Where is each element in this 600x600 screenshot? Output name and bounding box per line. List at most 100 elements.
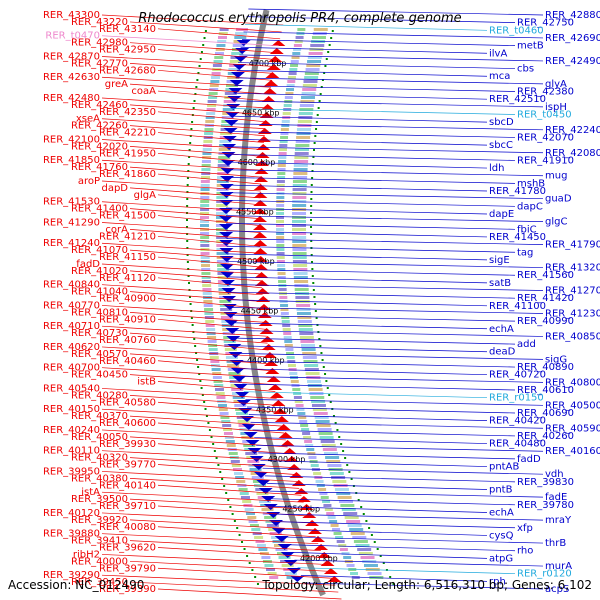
feature-block (228, 68, 241, 71)
feature-block (200, 200, 210, 203)
feature-block (304, 440, 313, 443)
feature-block (295, 140, 310, 143)
feature-block (282, 324, 291, 327)
feature-block (296, 32, 305, 35)
feature-block (208, 96, 218, 99)
forward-gene-arrow (254, 272, 269, 278)
marker-dot (238, 534, 241, 536)
left-gene-label: RER_40140 (99, 480, 156, 491)
feature-block (327, 464, 342, 467)
feature-block (292, 228, 307, 231)
left-label-connector (101, 305, 265, 316)
right-gene-label: xfp (517, 523, 533, 534)
feature-block (290, 60, 299, 63)
feature-block (202, 292, 212, 295)
right-label-connector (274, 506, 488, 513)
feature-block (290, 64, 299, 67)
feature-block (242, 500, 252, 503)
feature-block (244, 508, 254, 511)
reverse-gene-arrow (232, 64, 247, 70)
left-label-connector (101, 471, 298, 482)
left-label-connector (129, 229, 261, 240)
feature-block (209, 88, 219, 91)
feature-block (204, 312, 214, 315)
marker-dot (323, 72, 326, 74)
left-gene-label: RER_39410 (71, 536, 128, 547)
reverse-gene-arrow (277, 544, 292, 550)
feature-block (302, 88, 317, 91)
marker-dot (193, 338, 196, 340)
feature-block (205, 116, 215, 119)
feature-block (204, 132, 214, 135)
feature-block (307, 56, 322, 59)
accession-text: Accession: NC_012490 (8, 578, 145, 592)
forward-gene-arrow (260, 104, 275, 110)
feature-block (276, 252, 285, 255)
feature-block (336, 540, 345, 543)
feature-block (286, 84, 295, 87)
feature-block (317, 428, 332, 431)
marker-dot (251, 569, 254, 571)
feature-block (312, 408, 327, 411)
marker-dot (187, 170, 190, 172)
feature-block (298, 324, 313, 327)
marker-dot (189, 296, 192, 298)
feature-block (299, 332, 314, 335)
feature-block (287, 364, 296, 367)
right-label-connector (227, 268, 516, 276)
feature-block (292, 260, 307, 263)
marker-dot (362, 513, 365, 515)
left-label-connector (101, 97, 269, 109)
feature-block (201, 168, 211, 171)
right-label-connector (226, 230, 488, 238)
feature-block (293, 176, 308, 179)
feature-block (227, 364, 240, 367)
right-label-connector (231, 307, 544, 314)
feature-block (299, 108, 314, 111)
feature-block (267, 572, 277, 575)
feature-block (300, 424, 309, 427)
left-gene-label: RER_41020 (71, 266, 128, 277)
marker-dot (196, 79, 199, 81)
right-gene-label: RER_42380 (517, 87, 574, 98)
right-label-connector (297, 567, 516, 575)
feature-block (297, 412, 306, 415)
left-label-connector (129, 457, 294, 468)
left-gene-label: RER_41400 (71, 204, 128, 215)
feature-block (310, 44, 325, 47)
feature-block (201, 268, 211, 271)
feature-block (219, 28, 229, 31)
right-label-connector (228, 146, 544, 154)
marker-dot (191, 121, 194, 123)
right-label-connector (239, 54, 544, 62)
feature-block (251, 528, 261, 531)
marker-dot (318, 338, 321, 340)
feature-block (216, 44, 226, 47)
right-label-connector (228, 284, 544, 291)
feature-block (305, 444, 314, 447)
left-gene-label: RER_43300 (43, 10, 100, 21)
feature-block (292, 224, 307, 227)
left-label-connector (101, 450, 292, 462)
forward-gene-arrow (314, 544, 329, 550)
feature-block (252, 532, 262, 535)
feature-block (332, 480, 347, 483)
feature-block (357, 548, 372, 551)
feature-block (337, 496, 352, 499)
right-label-connector (250, 421, 544, 429)
feature-block (276, 260, 285, 263)
feature-block (224, 92, 237, 95)
reverse-gene-arrow (219, 216, 234, 222)
left-gene-label: RER_40600 (99, 418, 156, 429)
left-gene-label: RER_39450 (71, 577, 128, 588)
left-label-connector (129, 104, 268, 116)
left-gene-label: RER_39500 (71, 494, 128, 505)
forward-gene-arrow (253, 192, 268, 198)
feature-block (304, 72, 319, 75)
feature-block (277, 176, 286, 179)
feature-block (292, 204, 307, 207)
marker-dot (310, 240, 313, 242)
forward-gene-arrow (264, 80, 279, 86)
marker-dot (189, 142, 192, 144)
feature-block (325, 456, 340, 459)
